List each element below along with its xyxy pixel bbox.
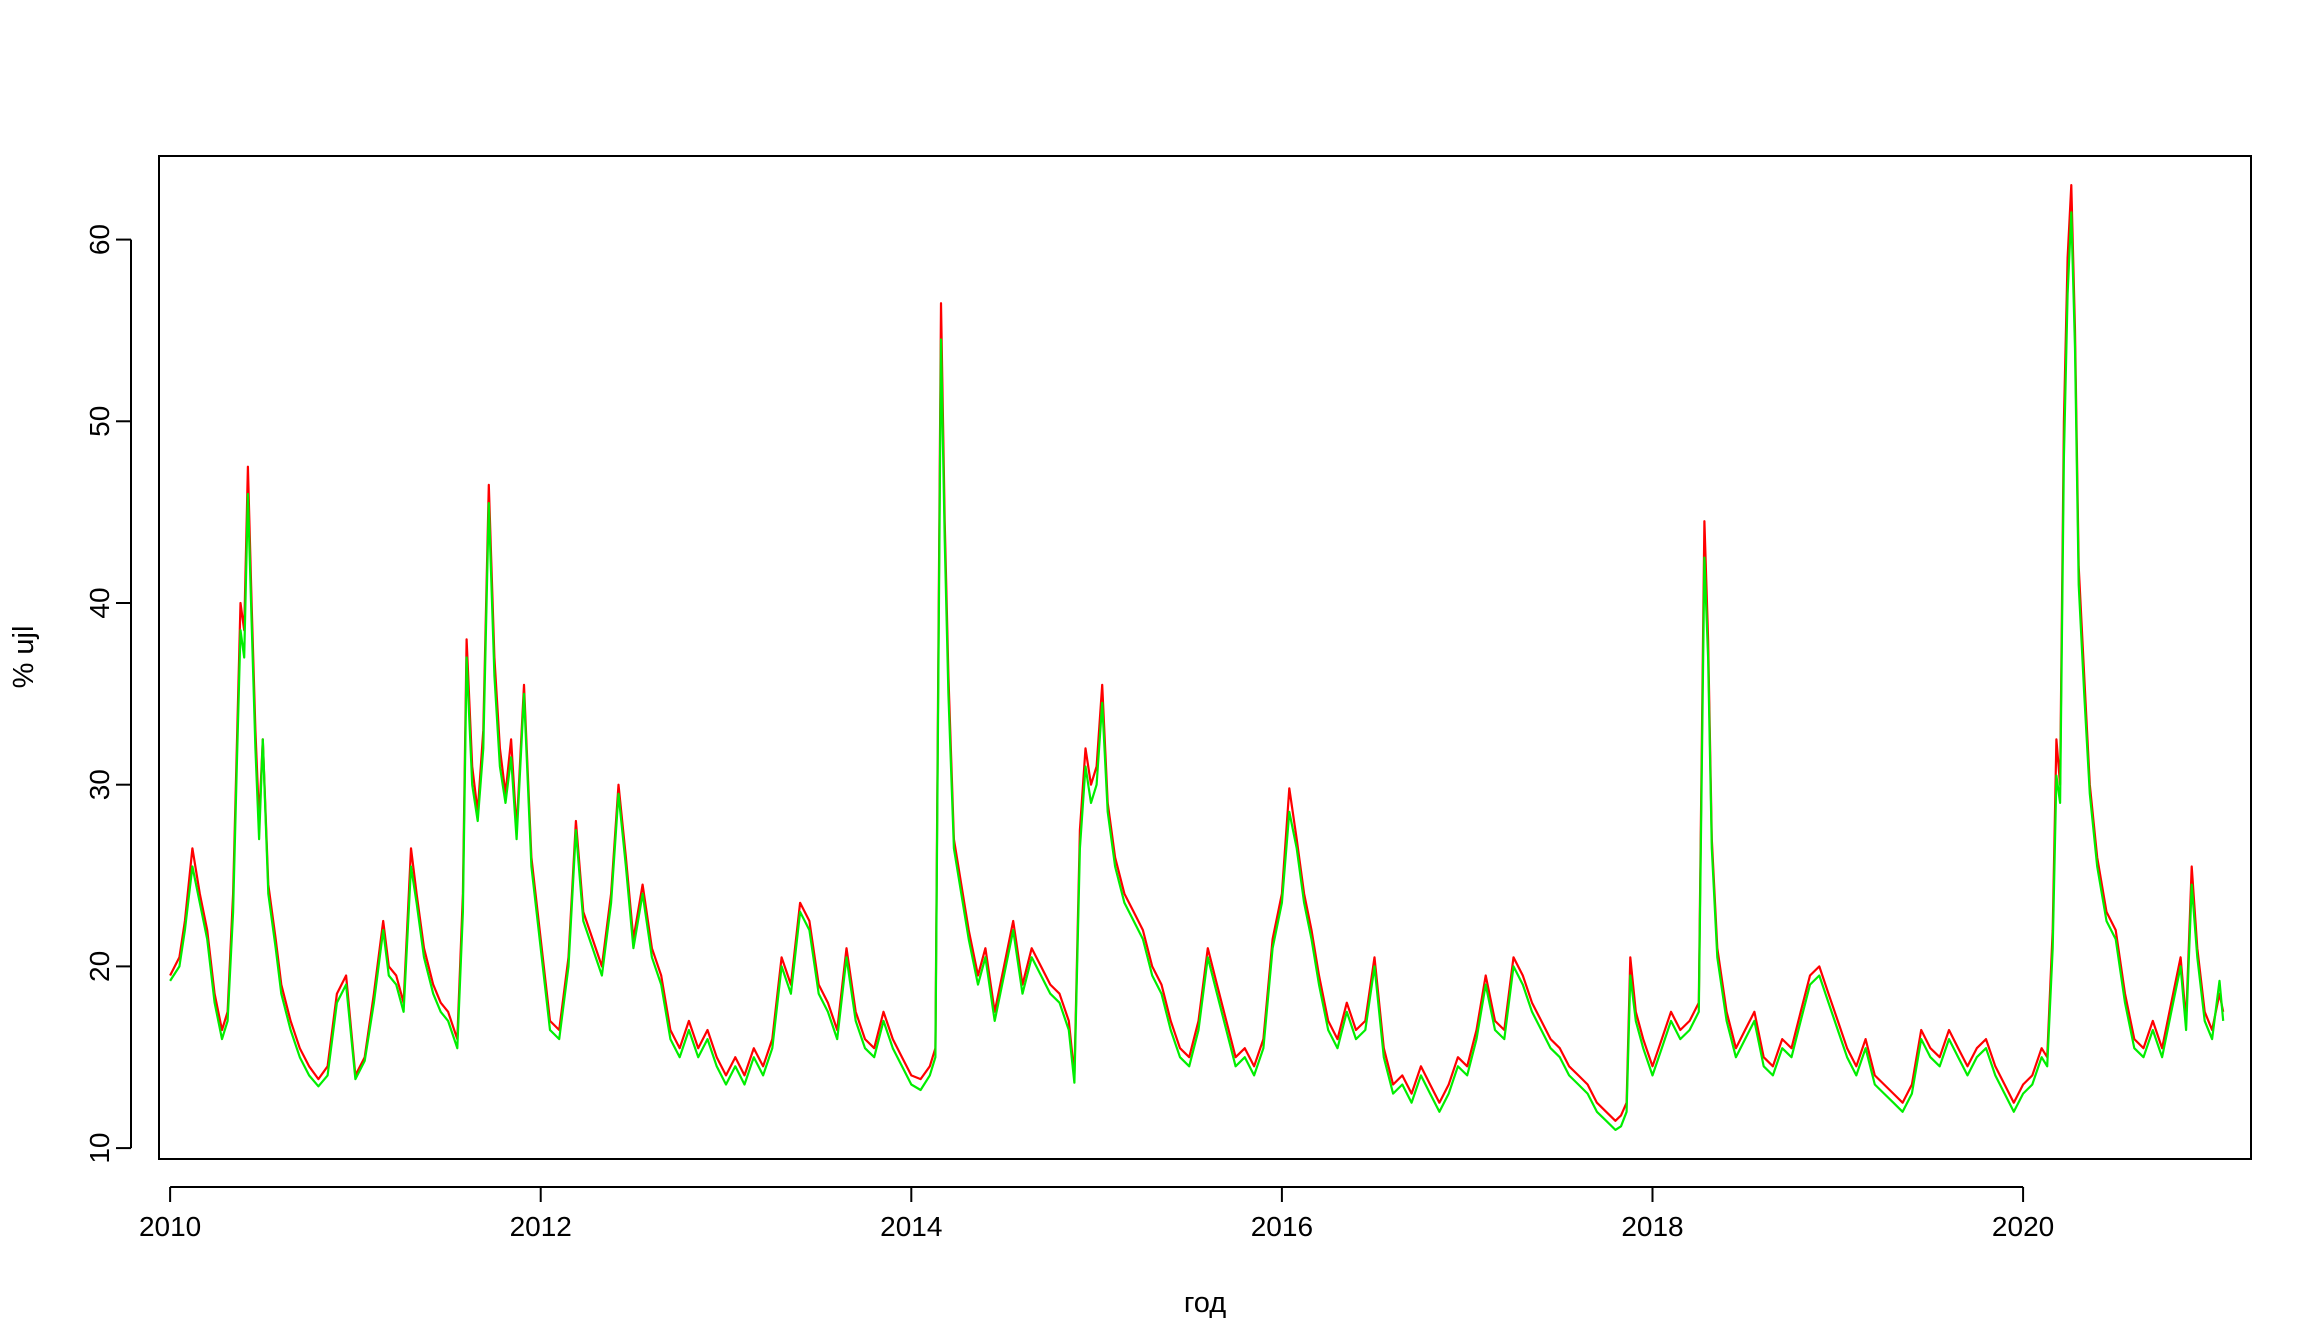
x-tick-label: 2020 bbox=[1992, 1211, 2054, 1242]
y-tick-label: 20 bbox=[84, 951, 115, 982]
y-axis: 10 20 30 40 50 60 bbox=[84, 224, 132, 1164]
y-axis-title: % ujl bbox=[8, 626, 40, 689]
x-axis: 2010 2012 2014 2016 2018 2020 bbox=[139, 1186, 2054, 1242]
y-tick-label: 10 bbox=[84, 1133, 115, 1164]
x-tick-label: 2012 bbox=[510, 1211, 572, 1242]
plot-frame bbox=[158, 155, 2252, 1160]
y-tick-label: 60 bbox=[84, 224, 115, 255]
x-tick-label: 2016 bbox=[1251, 1211, 1313, 1242]
series-layer bbox=[169, 184, 2225, 1132]
x-tick-label: 2010 bbox=[139, 1211, 201, 1242]
y-tick-label: 50 bbox=[84, 406, 115, 437]
x-axis-title: год bbox=[1184, 1287, 1226, 1319]
x-tick-label: 2018 bbox=[1621, 1211, 1683, 1242]
y-tick-label: 40 bbox=[84, 587, 115, 618]
x-tick-label: 2014 bbox=[880, 1211, 942, 1242]
series-line-green bbox=[169, 211, 2225, 1132]
y-tick-label: 30 bbox=[84, 769, 115, 800]
